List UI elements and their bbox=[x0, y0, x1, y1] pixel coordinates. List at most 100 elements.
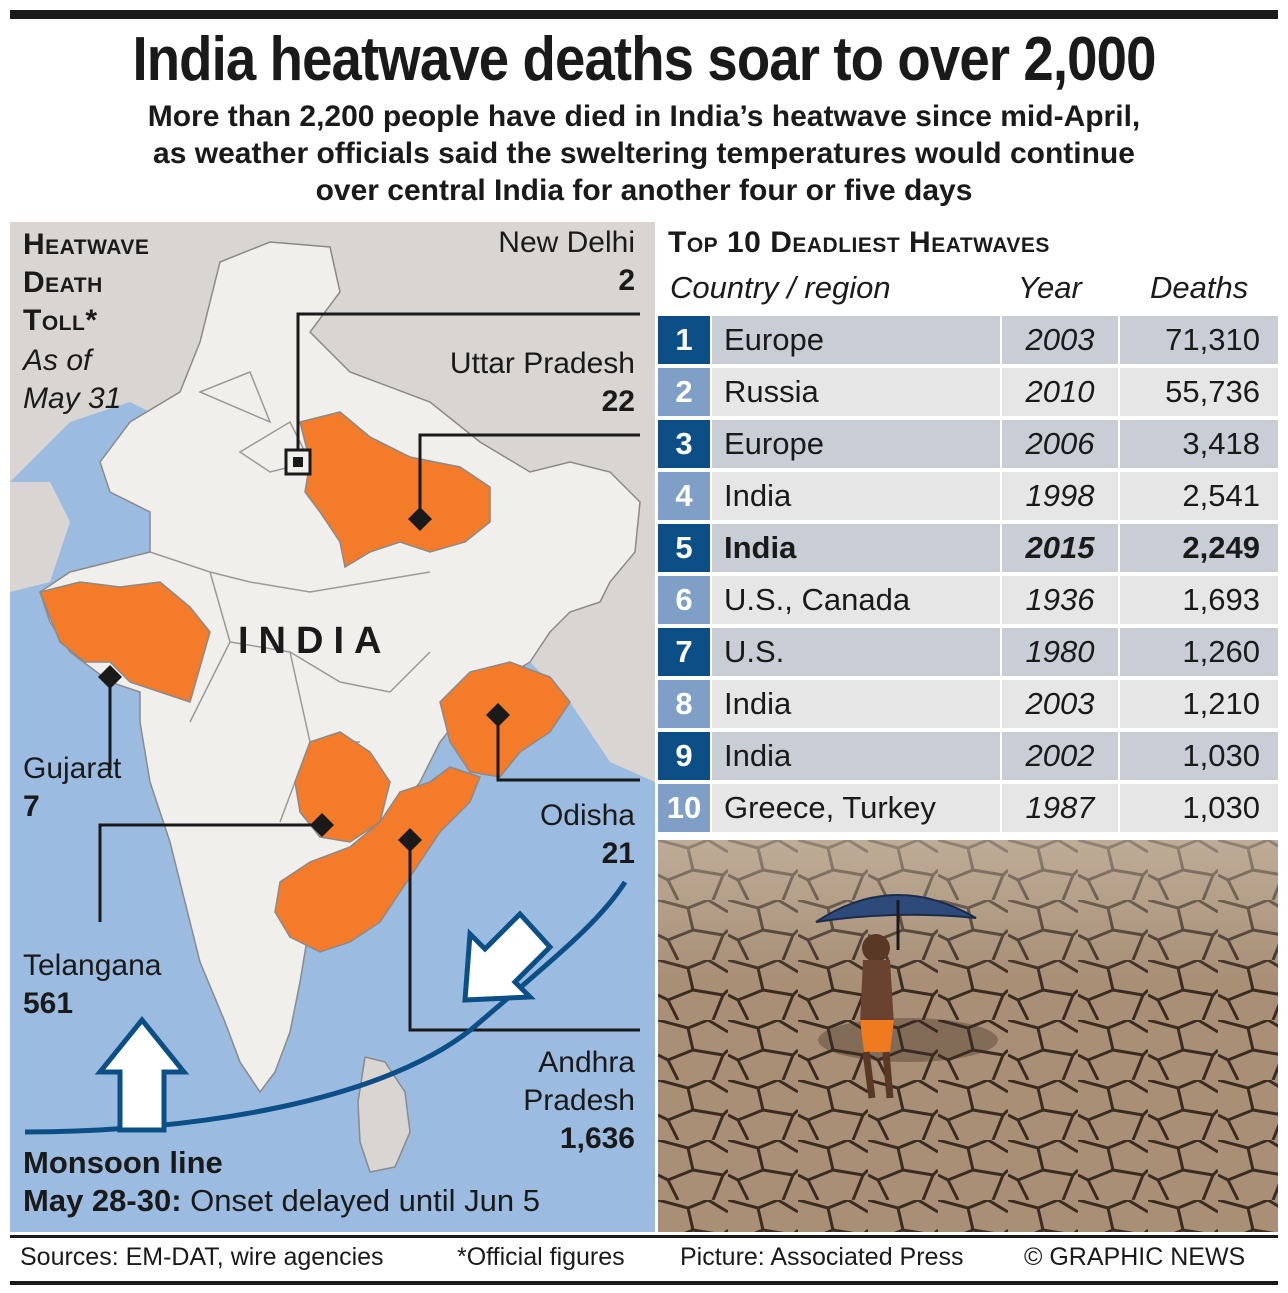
region-deaths: 22 bbox=[601, 385, 635, 418]
label-gujarat: Gujarat 7 bbox=[23, 750, 121, 826]
year-cell: 2003 bbox=[1002, 316, 1118, 364]
region-name: Telangana bbox=[23, 949, 162, 982]
year-cell: 2010 bbox=[1002, 368, 1118, 416]
rank-cell: 8 bbox=[658, 680, 710, 728]
table-row: 8 India 2003 1,210 bbox=[658, 680, 1278, 732]
india-landmass bbox=[39, 241, 641, 1094]
footer-note: *Official figures bbox=[457, 1243, 625, 1271]
column-header-country: Country / region bbox=[670, 270, 891, 305]
year-cell: 1998 bbox=[1002, 472, 1118, 520]
table-row: 6 U.S., Canada 1936 1,693 bbox=[658, 576, 1278, 628]
country-cell: Europe bbox=[712, 316, 1000, 364]
rank-cell: 1 bbox=[658, 316, 710, 364]
rank-cell: 5 bbox=[658, 524, 710, 572]
country-cell: India bbox=[712, 524, 1000, 572]
leader-lines bbox=[98, 312, 640, 1032]
region-name-line-2: Pradesh bbox=[523, 1084, 635, 1117]
monsoon-arrow-up bbox=[94, 1016, 190, 1133]
shadow bbox=[818, 1018, 998, 1062]
label-new-delhi: New Delhi 2 bbox=[310, 224, 635, 300]
country-cell: Russia bbox=[712, 368, 1000, 416]
rank-cell: 4 bbox=[658, 472, 710, 520]
bottom-rule bbox=[10, 1281, 1278, 1285]
as-of-line-1: As of bbox=[23, 344, 92, 377]
rank-cell: 7 bbox=[658, 628, 710, 676]
haze bbox=[658, 840, 1278, 980]
country-cell: Greece, Turkey bbox=[712, 784, 1000, 832]
region-name: Uttar Pradesh bbox=[449, 347, 635, 380]
country-cell: India bbox=[712, 472, 1000, 520]
monsoon-title: Monsoon line bbox=[23, 1145, 223, 1180]
photo-child-umbrella-cracked-earth bbox=[658, 840, 1278, 1232]
column-header-deaths: Deaths bbox=[1150, 270, 1249, 305]
year-cell: 2003 bbox=[1002, 680, 1118, 728]
year-cell: 1936 bbox=[1002, 576, 1118, 624]
map-heading-line-1: Heatwave bbox=[23, 228, 150, 261]
deaths-cell: 2,249 bbox=[1120, 524, 1278, 572]
table-row: 4 India 1998 2,541 bbox=[658, 472, 1278, 524]
new-delhi-marker bbox=[284, 448, 312, 476]
deaths-cell: 1,030 bbox=[1120, 732, 1278, 780]
table-row: 9 India 2002 1,030 bbox=[658, 732, 1278, 784]
year-cell: 1987 bbox=[1002, 784, 1118, 832]
as-of-date: As of May 31 bbox=[23, 342, 121, 418]
label-telangana: Telangana 561 bbox=[23, 947, 161, 1023]
rank-cell: 10 bbox=[658, 784, 710, 832]
india-map-graphic bbox=[10, 222, 655, 1232]
year-cell: 2006 bbox=[1002, 420, 1118, 468]
map-heading-line-3: Toll* bbox=[23, 304, 98, 337]
telangana-region bbox=[294, 731, 391, 843]
region-name: Andhra bbox=[538, 1046, 635, 1079]
uttar-pradesh-region bbox=[299, 411, 491, 569]
new-delhi-marker-dot bbox=[293, 457, 303, 467]
monsoon-arrow-diagonal bbox=[462, 910, 554, 1003]
deaths-cell: 2,541 bbox=[1120, 472, 1278, 520]
child-head bbox=[862, 934, 890, 962]
footer-rule bbox=[10, 1235, 1278, 1238]
region-deaths: 561 bbox=[23, 987, 74, 1020]
footer-copyright: © GRAPHIC NEWS bbox=[1024, 1243, 1246, 1271]
deaths-cell: 1,030 bbox=[1120, 784, 1278, 832]
table-row: 10 Greece, Turkey 1987 1,030 bbox=[658, 784, 1278, 836]
rank-cell: 6 bbox=[658, 576, 710, 624]
label-odisha: Odisha 21 bbox=[310, 797, 635, 873]
deaths-cell: 55,736 bbox=[1120, 368, 1278, 416]
column-header-year: Year bbox=[1018, 270, 1082, 305]
table-row: 1 Europe 2003 71,310 bbox=[658, 316, 1278, 368]
country-cell: U.S., Canada bbox=[712, 576, 1000, 624]
map-heading-line-2: Death bbox=[23, 266, 103, 299]
deaths-cell: 3,418 bbox=[1120, 420, 1278, 468]
year-cell: 1980 bbox=[1002, 628, 1118, 676]
child-body bbox=[860, 960, 894, 1025]
label-andhra-pradesh: Andhra Pradesh 1,636 bbox=[310, 1044, 635, 1158]
page-title: India heatwave deaths soar to over 2,000 bbox=[132, 25, 1156, 94]
rank-cell: 3 bbox=[658, 420, 710, 468]
region-deaths: 2 bbox=[618, 264, 635, 297]
gujarat-region bbox=[38, 581, 211, 703]
footer-sources: Sources: EM-DAT, wire agencies bbox=[20, 1243, 384, 1271]
umbrella bbox=[815, 894, 977, 923]
neighbour-west bbox=[10, 482, 70, 592]
map-heading: Heatwave Death Toll* bbox=[23, 226, 149, 340]
region-deaths: 1,636 bbox=[559, 1122, 635, 1155]
country-cell: India bbox=[712, 732, 1000, 780]
region-name: Gujarat bbox=[23, 752, 122, 785]
region-deaths: 7 bbox=[23, 790, 40, 823]
as-of-line-2: May 31 bbox=[23, 382, 122, 415]
region-markers bbox=[98, 507, 510, 852]
region-deaths: 21 bbox=[601, 837, 635, 870]
country-cell: Europe bbox=[712, 420, 1000, 468]
subtitle: More than 2,200 people have died in Indi… bbox=[20, 98, 1268, 209]
country-cell: U.S. bbox=[712, 628, 1000, 676]
country-label: INDIA bbox=[238, 620, 392, 662]
region-name: Odisha bbox=[539, 799, 635, 832]
heatwave-table: 1 Europe 2003 71,310 2 Russia 2010 55,736 3 Eur… bbox=[658, 316, 1278, 836]
monsoon-detail: May 28-30: Onset delayed until Jun 5 bbox=[23, 1182, 540, 1220]
rank-cell: 2 bbox=[658, 368, 710, 416]
table-title: Top 10 Deadliest Heatwaves bbox=[668, 226, 1050, 259]
andhra-pradesh-region bbox=[274, 766, 481, 953]
year-cell: 2002 bbox=[1002, 732, 1118, 780]
india-map: Heatwave Death Toll* As of May 31 INDIA … bbox=[10, 222, 655, 1232]
monsoon-caption: Monsoon line May 28-30: Onset delayed un… bbox=[23, 1144, 540, 1220]
table-row: 5 India 2015 2,249 bbox=[658, 524, 1278, 576]
